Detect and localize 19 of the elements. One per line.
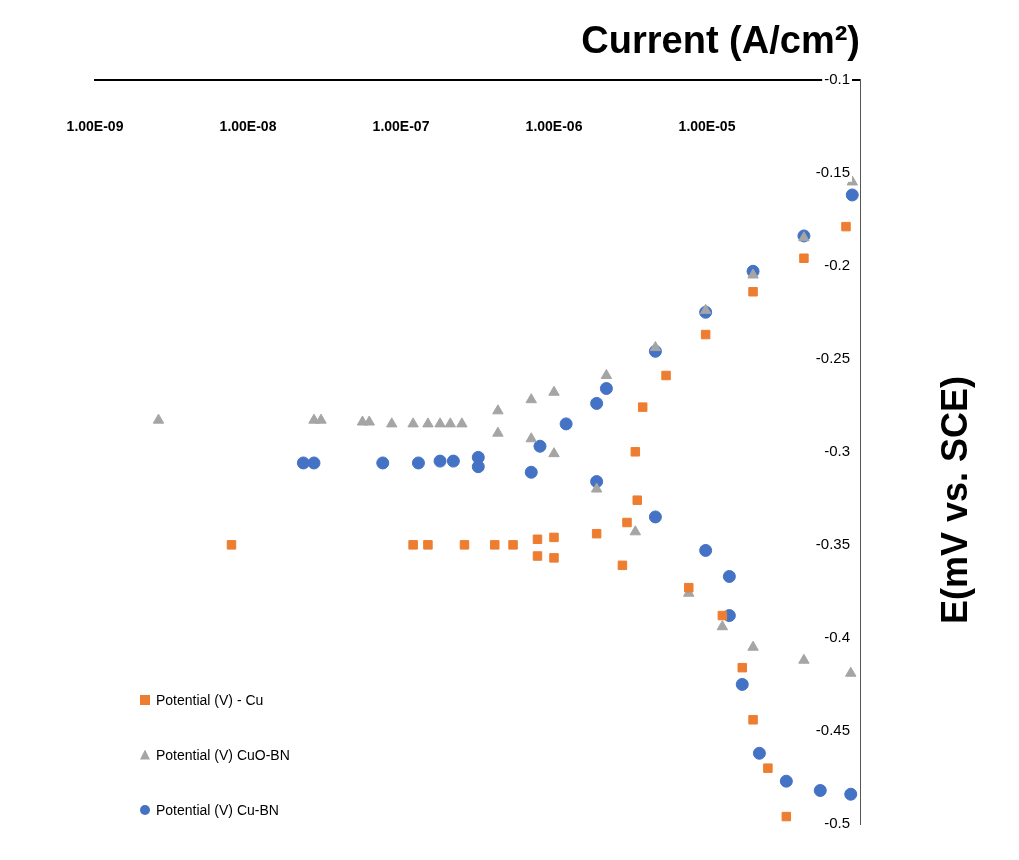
y-tick-label: -0.35	[815, 534, 850, 552]
x-tick-label: 1.00E-08	[219, 118, 277, 135]
y-tick-label: -0.2	[824, 255, 850, 273]
legend-label: Potential (V) CuO-BN	[156, 746, 290, 763]
y-tick-label: -0.15	[815, 162, 850, 180]
x-tick-label: 1.00E-06	[525, 118, 583, 135]
y-tick-label: -0.3	[824, 441, 850, 459]
x-axis-title: Current (A/cm²)	[581, 19, 860, 62]
y-tick-label: -0.1	[824, 69, 850, 87]
y-tick-label: -0.25	[815, 348, 850, 366]
y-tick-label: -0.5	[824, 814, 850, 832]
y-tick-label: -0.4	[824, 628, 850, 646]
x-tick-label: 1.00E-09	[66, 118, 124, 135]
legend-label: Potential (V) Cu-BN	[156, 801, 279, 818]
y-tick-label: -0.45	[815, 721, 850, 739]
y-axis-title: E(mV vs. SCE)	[934, 375, 976, 625]
x-tick-label: 1.00E-07	[372, 118, 430, 135]
legend-label: Potential (V) - Cu	[156, 691, 264, 708]
x-tick-label: 1.00E-05	[678, 118, 736, 135]
